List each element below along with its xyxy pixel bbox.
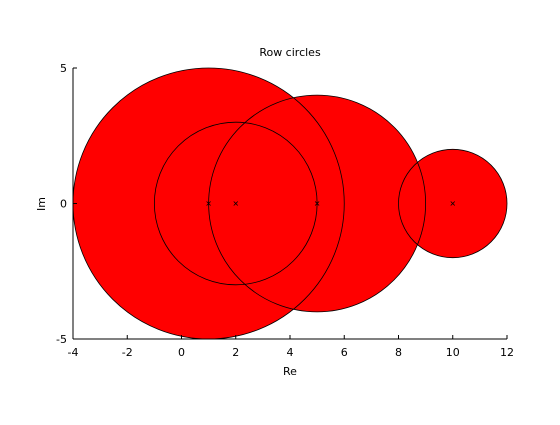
chart-title: Row circles (259, 46, 321, 59)
y-axis-label: Im (35, 197, 48, 211)
x-tick-label-5: 6 (341, 346, 348, 359)
y-tick-label-1: 0 (60, 198, 67, 211)
x-tick-label-2: 0 (178, 346, 185, 359)
y-tick-label-2: 5 (60, 62, 67, 75)
x-axis-label: Re (283, 365, 297, 378)
center-markers-layer (206, 201, 456, 206)
axes-layer: -4 -2 0 2 4 6 8 10 12 -5 0 5 (56, 62, 514, 359)
x-tick-label-3: 2 (232, 346, 239, 359)
x-tick-label-8: 12 (500, 346, 514, 359)
y-tick-label-0: -5 (56, 333, 67, 346)
center-marker-0 (206, 201, 211, 206)
x-tick-label-6: 8 (395, 346, 402, 359)
x-tick-label-1: -2 (122, 346, 133, 359)
center-marker-1 (314, 201, 320, 206)
x-tick-label-0: -4 (68, 346, 79, 359)
center-marker-2 (450, 201, 456, 206)
center-marker-3 (233, 201, 239, 206)
x-tick-label-4: 4 (287, 346, 294, 359)
x-tick-label-7: 10 (446, 346, 460, 359)
circle-outline-2 (398, 148, 508, 259)
